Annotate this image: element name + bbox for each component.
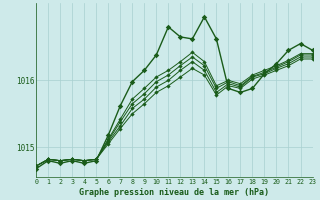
X-axis label: Graphe pression niveau de la mer (hPa): Graphe pression niveau de la mer (hPa) (79, 188, 269, 197)
